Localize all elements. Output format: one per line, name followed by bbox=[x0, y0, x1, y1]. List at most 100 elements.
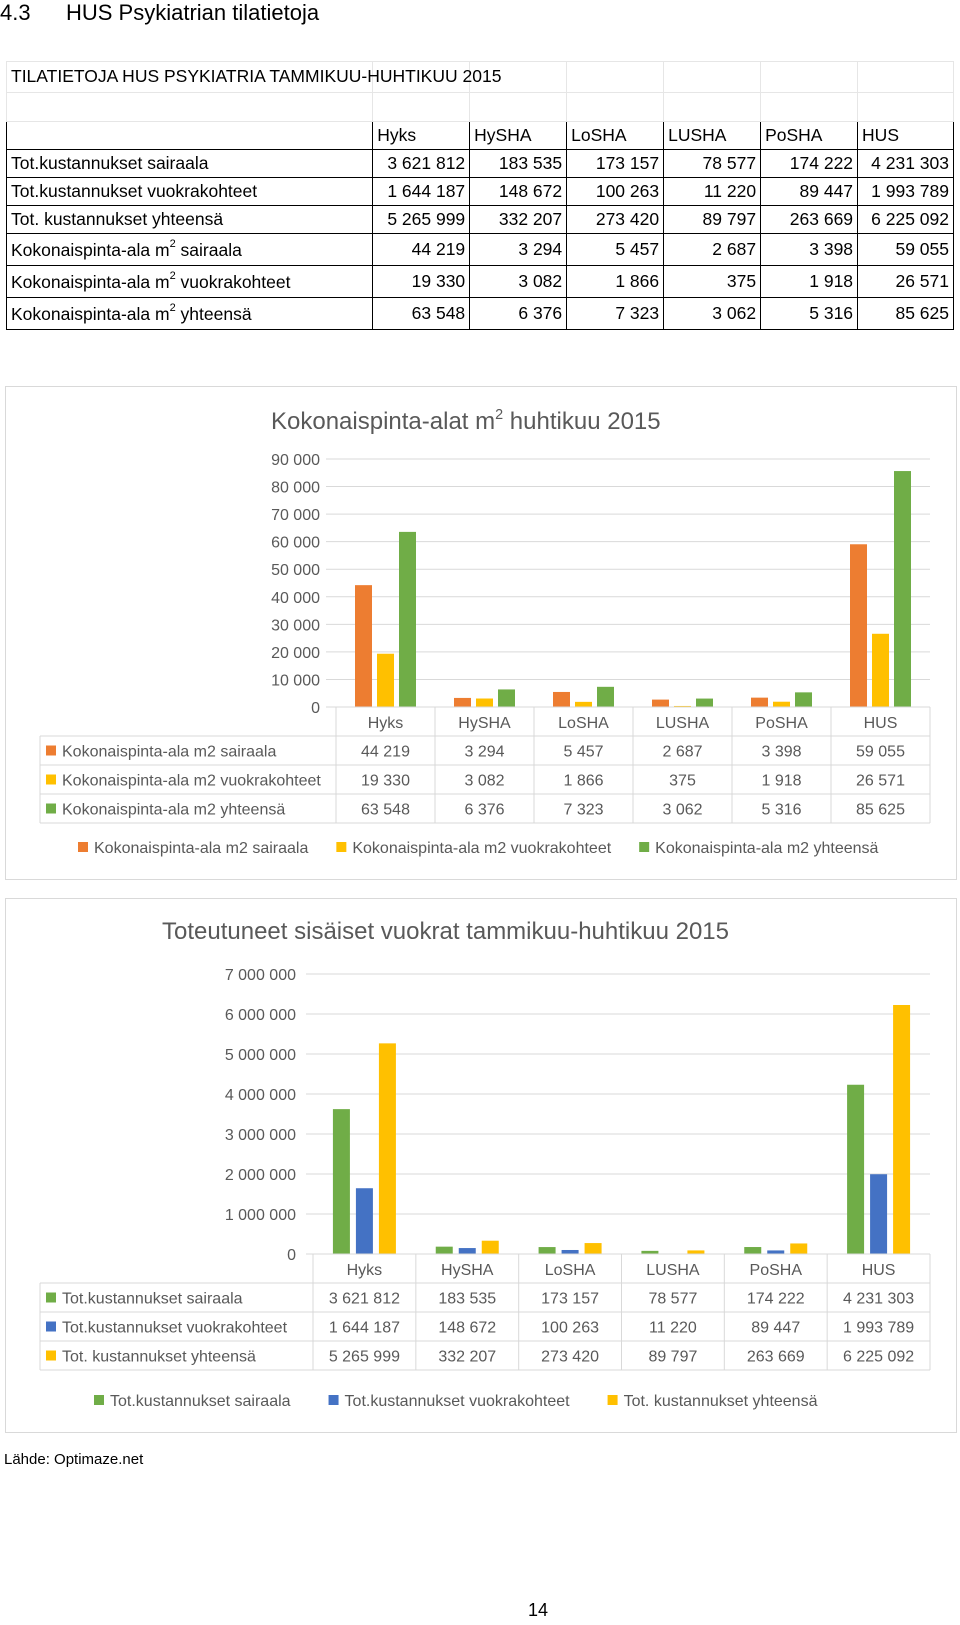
data-label: 59 055 bbox=[856, 744, 905, 761]
chart-title: Kokonaispinta-alat m2 huhtikuu 2015 bbox=[271, 407, 661, 435]
table-cell: 1 993 789 bbox=[857, 177, 954, 206]
data-label: 3 082 bbox=[464, 773, 504, 790]
data-label: 1 993 789 bbox=[843, 1320, 914, 1337]
legend-label: Kokonaispinta-ala m2 sairaala bbox=[94, 840, 308, 857]
data-label: 5 265 999 bbox=[329, 1349, 400, 1366]
section-heading: 4.3 HUS Psykiatrian tilatietoja bbox=[0, 0, 319, 26]
table-row: Tot. kustannukset yhteensä 5 265 999 332… bbox=[5, 205, 954, 234]
y-tick-label: 40 000 bbox=[271, 590, 320, 607]
category-label: HySHA bbox=[441, 1262, 494, 1279]
row-label: Tot. kustannukset yhteensä bbox=[5, 205, 374, 234]
y-tick-label: 80 000 bbox=[271, 480, 320, 497]
table-cell: 263 669 bbox=[760, 205, 859, 234]
bar bbox=[696, 698, 713, 707]
section-title: HUS Psykiatrian tilatietoja bbox=[66, 0, 320, 25]
column-header: PoSHA bbox=[760, 121, 859, 150]
data-label: 1 866 bbox=[563, 773, 603, 790]
table-cell: 7 323 bbox=[566, 297, 665, 330]
column-header: LoSHA bbox=[566, 121, 665, 150]
y-tick-label: 20 000 bbox=[271, 645, 320, 662]
bar bbox=[641, 1250, 659, 1254]
facilities-table: TILATIETOJA HUS PSYKIATRIA TAMMIKUU-HUHT… bbox=[5, 61, 954, 330]
legend-swatch bbox=[328, 1395, 339, 1405]
category-label: HySHA bbox=[458, 715, 511, 732]
row-label: Tot.kustannukset sairaala bbox=[5, 149, 374, 178]
table-cell: 173 157 bbox=[566, 149, 665, 178]
data-label: 11 220 bbox=[649, 1320, 697, 1337]
legend-swatch bbox=[607, 1395, 618, 1405]
series-key bbox=[46, 774, 56, 785]
bar bbox=[790, 1243, 808, 1254]
bar bbox=[751, 697, 768, 707]
bar bbox=[458, 1248, 476, 1254]
bar bbox=[553, 691, 570, 707]
series-key bbox=[46, 1321, 56, 1332]
y-tick-label: 30 000 bbox=[271, 617, 320, 634]
table-cell: 5 265 999 bbox=[372, 205, 471, 234]
data-label: 85 625 bbox=[856, 802, 905, 819]
table-cell: 6 376 bbox=[469, 297, 568, 330]
table-cell: 59 055 bbox=[857, 233, 954, 266]
bar bbox=[894, 471, 911, 707]
table-cell: 3 398 bbox=[760, 233, 859, 266]
series-name: Tot. kustannukset yhteensä bbox=[62, 1349, 256, 1366]
y-tick-label: 90 000 bbox=[271, 452, 320, 469]
data-label: 6 225 092 bbox=[843, 1349, 914, 1366]
table-cell: 44 219 bbox=[372, 233, 471, 266]
internal-rent-chart: Toteutuneet sisäiset vuokrat tammikuu-hu… bbox=[5, 898, 957, 1433]
bar bbox=[332, 1109, 350, 1254]
table-row: Tot.kustannukset sairaala 3 621 812 183 … bbox=[5, 149, 954, 178]
table-cell: 5 316 bbox=[760, 297, 859, 330]
table-title-row: TILATIETOJA HUS PSYKIATRIA TAMMIKUU-HUHT… bbox=[5, 61, 954, 93]
series-name: Kokonaispinta-ala m2 sairaala bbox=[62, 744, 276, 761]
y-tick-label: 4 000 000 bbox=[225, 1087, 296, 1104]
category-label: LoSHA bbox=[558, 715, 609, 732]
series-key bbox=[46, 1292, 56, 1303]
data-label: 2 687 bbox=[662, 744, 702, 761]
legend-swatch bbox=[336, 842, 347, 852]
page-number: 14 bbox=[527, 1600, 549, 1620]
table-cell: 332 207 bbox=[469, 205, 568, 234]
bar bbox=[575, 701, 592, 707]
data-label: 174 222 bbox=[747, 1291, 805, 1308]
table-cell: 89 447 bbox=[760, 177, 859, 206]
table-cell: 6 225 092 bbox=[857, 205, 954, 234]
data-label: 89 797 bbox=[648, 1349, 697, 1366]
table-row: Tot.kustannukset vuokrakohteet 1 644 187… bbox=[5, 177, 954, 206]
table-cell: 1 866 bbox=[566, 265, 665, 298]
bar bbox=[687, 1250, 705, 1254]
table-row: Kokonaispinta-ala m2 yhteensä 63 548 6 3… bbox=[5, 297, 954, 330]
data-label: 3 621 812 bbox=[329, 1291, 400, 1308]
category-label: PoSHA bbox=[750, 1262, 803, 1279]
y-tick-label: 3 000 000 bbox=[225, 1127, 296, 1144]
category-label: HUS bbox=[864, 715, 898, 732]
series-name: Tot.kustannukset sairaala bbox=[62, 1291, 243, 1308]
chart-title: Toteutuneet sisäiset vuokrat tammikuu-hu… bbox=[162, 918, 729, 945]
bar bbox=[872, 633, 889, 707]
bar bbox=[538, 1247, 556, 1254]
legend-swatch bbox=[639, 842, 650, 852]
legend-label: Tot.kustannukset sairaala bbox=[110, 1393, 291, 1410]
data-label: 5 316 bbox=[761, 802, 801, 819]
category-label: Hyks bbox=[368, 715, 404, 732]
table-cell: 85 625 bbox=[857, 297, 954, 330]
data-label: 273 420 bbox=[541, 1349, 599, 1366]
y-tick-label: 0 bbox=[311, 700, 320, 717]
table-cell: 375 bbox=[663, 265, 762, 298]
data-label: 44 219 bbox=[361, 744, 410, 761]
bar bbox=[498, 689, 515, 707]
data-label: 3 294 bbox=[464, 744, 504, 761]
data-label: 26 571 bbox=[856, 773, 905, 790]
chart-content: Toteutuneet sisäiset vuokrat tammikuu-hu… bbox=[39, 918, 931, 1410]
data-label: 3 398 bbox=[761, 744, 801, 761]
data-label: 1 644 187 bbox=[329, 1320, 400, 1337]
table-cell: 3 062 bbox=[663, 297, 762, 330]
data-label: 1 918 bbox=[761, 773, 801, 790]
table-cell: 148 672 bbox=[469, 177, 568, 206]
bar bbox=[773, 701, 790, 707]
y-tick-label: 1 000 000 bbox=[225, 1207, 296, 1224]
bar bbox=[652, 699, 669, 707]
table-cell: 3 082 bbox=[469, 265, 568, 298]
bar bbox=[795, 692, 812, 707]
bar bbox=[377, 653, 394, 707]
